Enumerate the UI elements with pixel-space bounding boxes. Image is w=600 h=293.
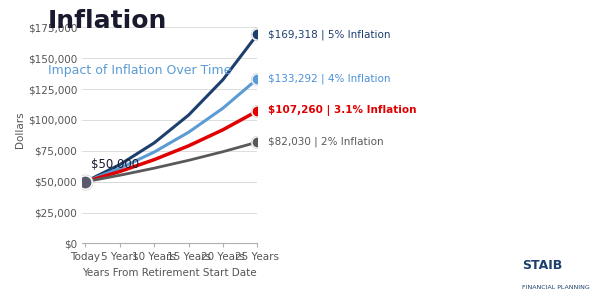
Text: FINANCIAL PLANNING: FINANCIAL PLANNING <box>522 285 590 290</box>
Text: $133,292 | 4% Inflation: $133,292 | 4% Inflation <box>268 74 391 84</box>
Text: Inflation: Inflation <box>48 9 167 33</box>
X-axis label: Years From Retirement Start Date: Years From Retirement Start Date <box>82 268 257 278</box>
Y-axis label: Dollars: Dollars <box>15 111 25 147</box>
Text: $107,260 | 3.1% Inflation: $107,260 | 3.1% Inflation <box>268 105 417 117</box>
Text: STAIB: STAIB <box>522 260 562 272</box>
Text: $82,030 | 2% Inflation: $82,030 | 2% Inflation <box>268 137 384 147</box>
Text: $169,318 | 5% Inflation: $169,318 | 5% Inflation <box>268 29 391 40</box>
Text: $50,000: $50,000 <box>91 158 139 171</box>
Text: Impact of Inflation Over Time: Impact of Inflation Over Time <box>48 64 232 77</box>
